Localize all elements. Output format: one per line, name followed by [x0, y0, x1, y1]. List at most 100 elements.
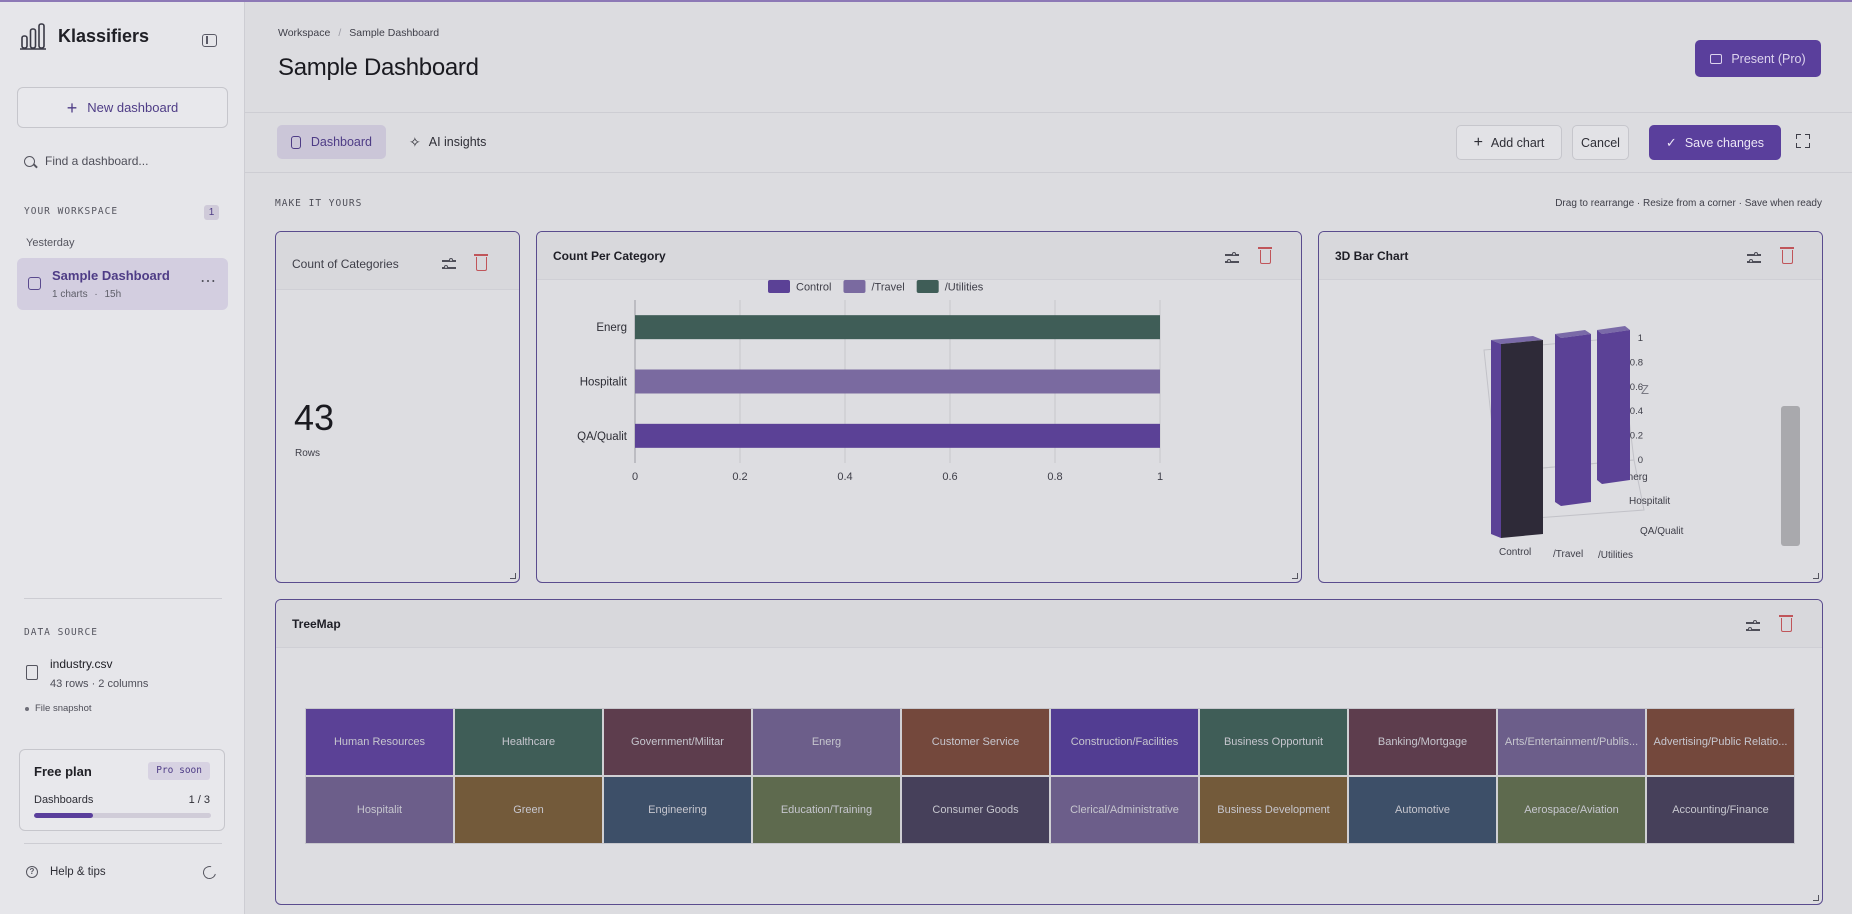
theme-toggle-icon[interactable] [200, 863, 219, 882]
z-axis-label: Z [1641, 382, 1649, 397]
z-tick-label: 0.4 [1630, 406, 1643, 417]
bar-side [1561, 334, 1591, 506]
cancel-button[interactable]: Cancel [1572, 125, 1629, 160]
dashboards-usage-count: 1 / 3 [188, 794, 210, 806]
treemap-cell[interactable]: Education/Training [753, 777, 900, 843]
treemap-cell[interactable]: Clerical/Administrative [1051, 777, 1198, 843]
breadcrumb: Workspace / Sample Dashboard [278, 27, 439, 39]
delete-trash-icon[interactable] [474, 254, 488, 271]
bar-front [1491, 340, 1501, 538]
save-changes-button[interactable]: ✓ Save changes [1649, 125, 1781, 160]
kpi-card[interactable]: Count of Categories 43 Rows [275, 231, 520, 583]
new-dashboard-button[interactable]: + New dashboard [17, 87, 228, 128]
resize-handle[interactable] [1813, 895, 1819, 901]
legend-label: /Travel [871, 282, 904, 294]
card-title: 3D Bar Chart [1335, 249, 1409, 263]
brand-name: Klassifiers [58, 25, 150, 46]
treemap-cell[interactable]: Human Resources [306, 709, 453, 775]
search-placeholder: Find a dashboard... [45, 154, 149, 168]
more-options-icon[interactable]: ⋯ [200, 273, 217, 290]
meta-separator: · [94, 289, 98, 300]
fullscreen-icon[interactable] [1796, 134, 1810, 148]
data-file-name[interactable]: industry.csv [50, 657, 113, 671]
treemap-cell[interactable]: Engineering [604, 777, 751, 843]
tab-ai-insights[interactable]: ✧ AI insights [395, 125, 500, 159]
z-tick-label: 0.6 [1630, 382, 1643, 393]
pro-soon-badge: Pro soon [148, 762, 210, 780]
resize-handle[interactable] [1292, 573, 1298, 579]
scrollbar[interactable] [1781, 406, 1800, 546]
legend-swatch [916, 280, 939, 293]
x-tick-label: /Utilities [1598, 550, 1633, 561]
delete-trash-icon[interactable] [1780, 247, 1794, 264]
treemap-chart: Human Resources Healthcare Government/Mili… [305, 708, 1795, 844]
collapse-sidebar-icon[interactable] [202, 34, 217, 47]
plus-icon: + [66, 97, 78, 118]
file-snapshot-label: File snapshot [35, 703, 92, 714]
x-tick-label: 0.2 [732, 471, 747, 483]
treemap-cell[interactable]: Automotive [1349, 777, 1496, 843]
treemap-card[interactable]: TreeMap Human Resources Healthcare Governm… [275, 599, 1823, 905]
settings-sliders-icon[interactable] [1747, 252, 1761, 264]
main-area: Workspace / Sample Dashboard Sample Dashbo… [245, 0, 1852, 914]
page-title: Sample Dashboard [278, 54, 479, 81]
treemap-cell[interactable]: Green [455, 777, 602, 843]
resize-handle[interactable] [1813, 573, 1819, 579]
bar [635, 315, 1160, 340]
resize-handle[interactable] [510, 573, 516, 579]
treemap-cell[interactable]: Aerospace/Aviation [1498, 777, 1645, 843]
sidebar-item-sample-dashboard[interactable]: Sample Dashboard 1 charts · 15h ⋯ [17, 258, 228, 310]
bar-top [1597, 326, 1630, 334]
treemap-cell[interactable]: Hospitalit [306, 777, 453, 843]
add-chart-button[interactable]: + Add chart [1456, 125, 1562, 160]
treemap-cell[interactable]: Banking/Mortgage [1349, 709, 1496, 775]
bar [635, 369, 1160, 394]
x-tick-label: 0 [632, 471, 638, 483]
treemap-cell[interactable]: Accounting/Finance [1647, 777, 1794, 843]
header-divider [245, 112, 1852, 113]
dashboard-item-age: 15h [104, 289, 122, 300]
horizontal-bar-chart: Control/Travel/Utilities 0 0.2 0.4 0.6 0.8 1 En… [577, 280, 1163, 483]
treemap-cell[interactable]: Business Development [1200, 777, 1347, 843]
z-tick-label: 0 [1638, 455, 1643, 466]
treemap-cell[interactable]: Arts/Entertainment/Publis... [1498, 709, 1645, 775]
dashboards-usage-label: Dashboards [34, 794, 94, 806]
settings-sliders-icon[interactable] [1225, 252, 1239, 264]
bar-side [1602, 330, 1630, 484]
divider [24, 598, 222, 599]
legend-swatch [768, 280, 790, 293]
treemap-cell[interactable]: Business Opportunit [1200, 709, 1347, 775]
bar-front [1555, 334, 1561, 506]
y-tick-label: Hospitalit [580, 377, 628, 389]
help-link[interactable]: ? Help & tips [26, 866, 106, 878]
delete-trash-icon[interactable] [1258, 247, 1272, 264]
treemap-cell[interactable]: Consumer Goods [902, 777, 1049, 843]
tab-dashboard-label: Dashboard [310, 135, 372, 149]
brand[interactable]: Klassifiers [20, 22, 149, 50]
treemap-cell[interactable]: Healthcare [455, 709, 602, 775]
bar [635, 423, 1160, 448]
bar-chart-card[interactable]: Count Per Category Control/Travel/Utilit… [536, 231, 1302, 583]
settings-sliders-icon[interactable] [442, 258, 456, 270]
bar-chart-logo-icon [20, 23, 46, 50]
x-tick-label: 1 [1157, 471, 1163, 483]
z-tick-label: 1 [1638, 333, 1643, 344]
legend-swatch [843, 280, 866, 293]
bar3d-chart-card[interactable]: 3D Bar Chart 0 0.2 0.4 0.6 0.8 1 Z Energ Hospita… [1318, 231, 1823, 583]
treemap-cell[interactable]: Government/Militar [604, 709, 751, 775]
treemap-cell[interactable]: Energ [753, 709, 900, 775]
y-tick-label: Energ [596, 322, 627, 334]
breadcrumb-workspace[interactable]: Workspace [278, 27, 331, 39]
dashboard-search[interactable]: Find a dashboard... [24, 154, 148, 168]
delete-trash-icon[interactable] [1779, 615, 1793, 632]
x-tick-label: Control [1499, 547, 1531, 558]
usage-progress-bar [34, 813, 211, 818]
tab-dashboard[interactable]: Dashboard [277, 125, 386, 159]
treemap-cell[interactable]: Construction/Facilities [1051, 709, 1198, 775]
present-button[interactable]: Present (Pro) [1695, 40, 1821, 77]
present-label: Present (Pro) [1731, 51, 1806, 66]
treemap-cell[interactable]: Customer Service [902, 709, 1049, 775]
bar-front [1597, 330, 1602, 484]
treemap-cell[interactable]: Advertising/Public Relatio... [1647, 709, 1794, 775]
settings-sliders-icon[interactable] [1746, 620, 1760, 632]
